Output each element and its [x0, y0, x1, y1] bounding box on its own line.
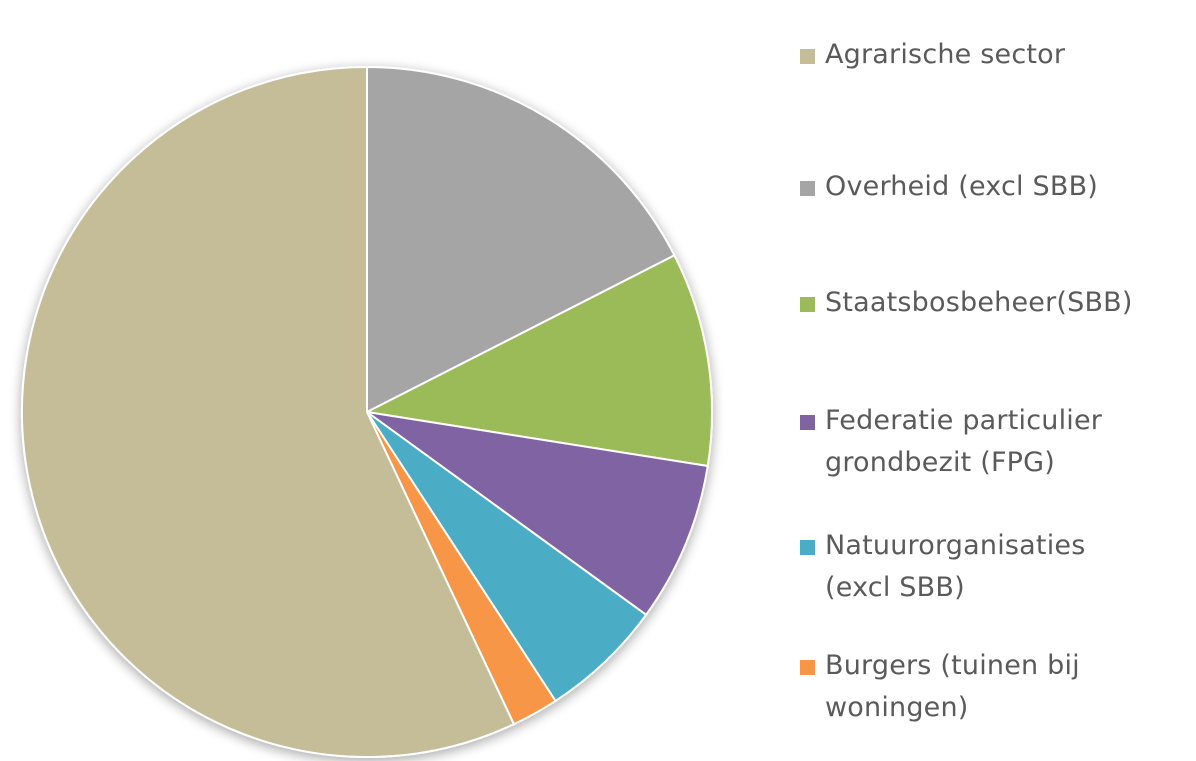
legend-item: Federatie particulier grondbezit (FPG) [800, 400, 1196, 484]
legend-item: Agrarische sector [800, 34, 1196, 76]
legend-swatch [800, 297, 815, 312]
legend-label: Agrarische sector [825, 34, 1185, 76]
legend-label: Staatsbosbeheer(SBB) [825, 282, 1185, 324]
legend-swatch [800, 660, 815, 675]
legend-label: Overheid (excl SBB) [825, 166, 1185, 208]
legend-item: Natuurorganisaties (excl SBB) [800, 525, 1196, 609]
legend-item: Overheid (excl SBB) [800, 166, 1196, 208]
legend-swatch [800, 49, 815, 64]
legend-swatch [800, 540, 815, 555]
legend-swatch [800, 415, 815, 430]
pie-chart-plot [0, 0, 770, 761]
legend-label: Burgers (tuinen bij woningen) [825, 645, 1145, 729]
legend-label: Natuurorganisaties (excl SBB) [825, 525, 1155, 609]
legend: Agrarische sector Overheid (excl SBB) St… [800, 20, 1196, 750]
legend-item: Burgers (tuinen bij woningen) [800, 645, 1196, 729]
pie-slices [22, 67, 712, 757]
legend-swatch [800, 181, 815, 196]
legend-item: Staatsbosbeheer(SBB) [800, 282, 1196, 324]
legend-label: Federatie particulier grondbezit (FPG) [825, 400, 1165, 484]
